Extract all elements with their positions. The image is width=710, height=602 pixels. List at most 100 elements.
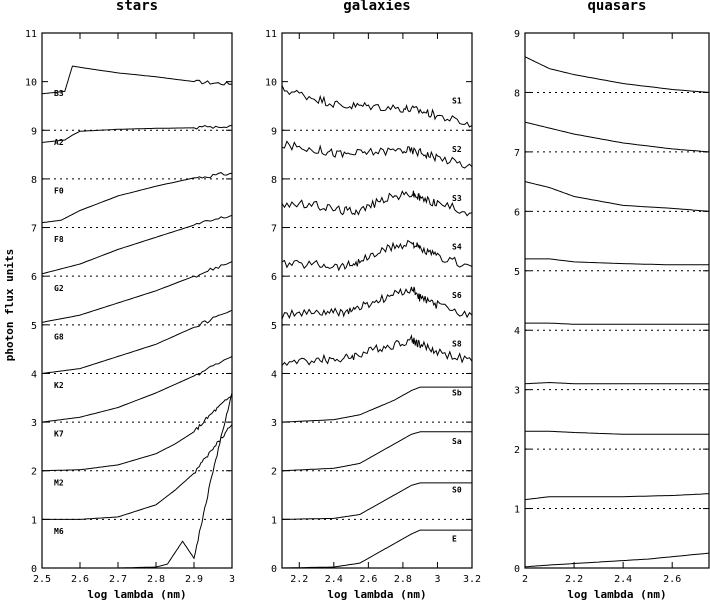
spectrum-line (41, 309, 233, 374)
y-tick-label: 5 (271, 321, 277, 332)
spectrum-line (281, 190, 473, 217)
y-tick-label: 4 (514, 326, 520, 337)
x-tick-label: 2.2 (565, 574, 583, 585)
spectrum-line (42, 424, 233, 520)
x-tick-label: 2.2 (290, 574, 308, 585)
plot-frame (524, 32, 710, 569)
y-tick-label: 4 (31, 369, 37, 380)
spectrum-line (41, 261, 233, 323)
spectrum-line (42, 392, 233, 569)
y-tick-label: 8 (271, 175, 277, 186)
series-label: F0 (54, 187, 64, 196)
y-tick-label: 3 (514, 386, 520, 397)
series-label: E (452, 534, 457, 543)
y-tick-label: 11 (265, 29, 277, 40)
y-tick-label: 6 (514, 207, 520, 218)
spectrum-line (281, 386, 472, 423)
y-tick-label: 10 (265, 78, 277, 89)
spectrum-line (41, 172, 233, 224)
x-tick-label: 2.6 (359, 574, 377, 585)
series-label: S6 (452, 291, 462, 300)
y-tick-label: 0 (514, 564, 520, 575)
series-label: M2 (54, 478, 64, 487)
x-tick-label: 2.8 (147, 574, 165, 585)
spectrum-line (524, 493, 710, 501)
spectrum-line (281, 140, 473, 169)
x-tick-label: 3 (434, 574, 440, 585)
y-tick-label: 7 (31, 224, 37, 235)
series-label: S8 (452, 340, 462, 349)
spectrum-line (281, 482, 472, 520)
spectrum-line (41, 214, 233, 275)
y-tick-label: 9 (271, 126, 277, 137)
y-tick-label: 5 (514, 267, 520, 278)
y-tick-label: 6 (31, 272, 37, 283)
y-tick-label: 4 (271, 369, 277, 380)
panel-stars: stars log lambda (nm) 0 1 2 3 4 5 6 7 8 9 10 11 2.5 2.6… (25, 0, 235, 601)
y-tick-label: 5 (31, 321, 37, 332)
y-tick-label: 7 (514, 148, 520, 159)
spectrum-line (281, 431, 472, 472)
series-label: S0 (452, 486, 462, 495)
series-label: Sb (452, 388, 462, 397)
y-tick-label: 10 (25, 78, 37, 89)
panel-title: stars (116, 0, 158, 14)
series-label: S2 (452, 145, 462, 154)
x-tick-label: 2.4 (614, 574, 632, 585)
series-label: S3 (452, 194, 462, 203)
y-tick-label: 1 (514, 505, 520, 516)
spectrum-line (41, 124, 233, 143)
x-tick-label: 2 (522, 574, 528, 585)
spectrum-line (41, 65, 233, 95)
series-label: K2 (54, 381, 64, 390)
y-tick-label: 1 (271, 515, 277, 526)
spectrum-line (524, 381, 709, 385)
y-tick-label: 1 (31, 515, 37, 526)
panel-quasars: quasars log lambda (nm) 0 1 2 3 4 5 6 7 8 9 2 2.2 2.4 2… (514, 0, 710, 601)
panel-title: galaxies (343, 0, 410, 14)
y-tick-label: 0 (271, 564, 277, 575)
y-tick-label: 2 (271, 467, 277, 478)
panel-title: quasars (587, 0, 646, 14)
spectrum-line (41, 355, 233, 423)
y-tick-label: 9 (514, 29, 520, 40)
spectrum-line (281, 239, 473, 272)
y-tick-label: 8 (31, 175, 37, 186)
spectrum-line (524, 552, 710, 568)
spectrum-line (42, 394, 233, 472)
x-axis-label: log lambda (nm) (567, 588, 666, 601)
x-tick-label: 3 (229, 574, 235, 585)
x-tick-label: 2.8 (394, 574, 412, 585)
series-label: M6 (54, 527, 64, 536)
spectrum-line (281, 85, 473, 128)
x-tick-label: 2.5 (33, 574, 51, 585)
spectrum-line (525, 258, 709, 266)
spectrum-line (524, 181, 710, 212)
x-tick-label: 2.6 (71, 574, 89, 585)
series-label: A2 (54, 138, 64, 147)
series-label: G2 (54, 284, 64, 293)
series-label: G8 (54, 332, 64, 341)
y-tick-label: 0 (31, 564, 37, 575)
spectrum-line (525, 430, 709, 435)
y-axis-label: photon flux units (3, 249, 16, 362)
spectrum-line (524, 56, 710, 93)
series-label: F8 (54, 235, 64, 244)
spectrum-line (524, 121, 710, 153)
x-tick-label: 3.2 (463, 574, 481, 585)
spectrum-line (525, 322, 709, 325)
series-label: S1 (452, 97, 462, 106)
x-tick-label: 2.6 (663, 574, 681, 585)
x-axis-label: log lambda (nm) (87, 588, 186, 601)
plot-frame (41, 32, 233, 569)
spectrum-line (281, 286, 473, 320)
y-tick-label: 7 (271, 224, 277, 235)
series-label: Sa (452, 437, 462, 446)
panel-galaxies: galaxies log lambda (nm) 0 1 2 3 4 5 6 7 8 9 10 11 2.2… (265, 0, 481, 601)
y-tick-label: 11 (25, 29, 37, 40)
y-tick-label: 3 (271, 418, 277, 429)
spectrum-line (281, 333, 473, 367)
y-tick-label: 9 (31, 126, 37, 137)
series-label: K7 (54, 430, 64, 439)
